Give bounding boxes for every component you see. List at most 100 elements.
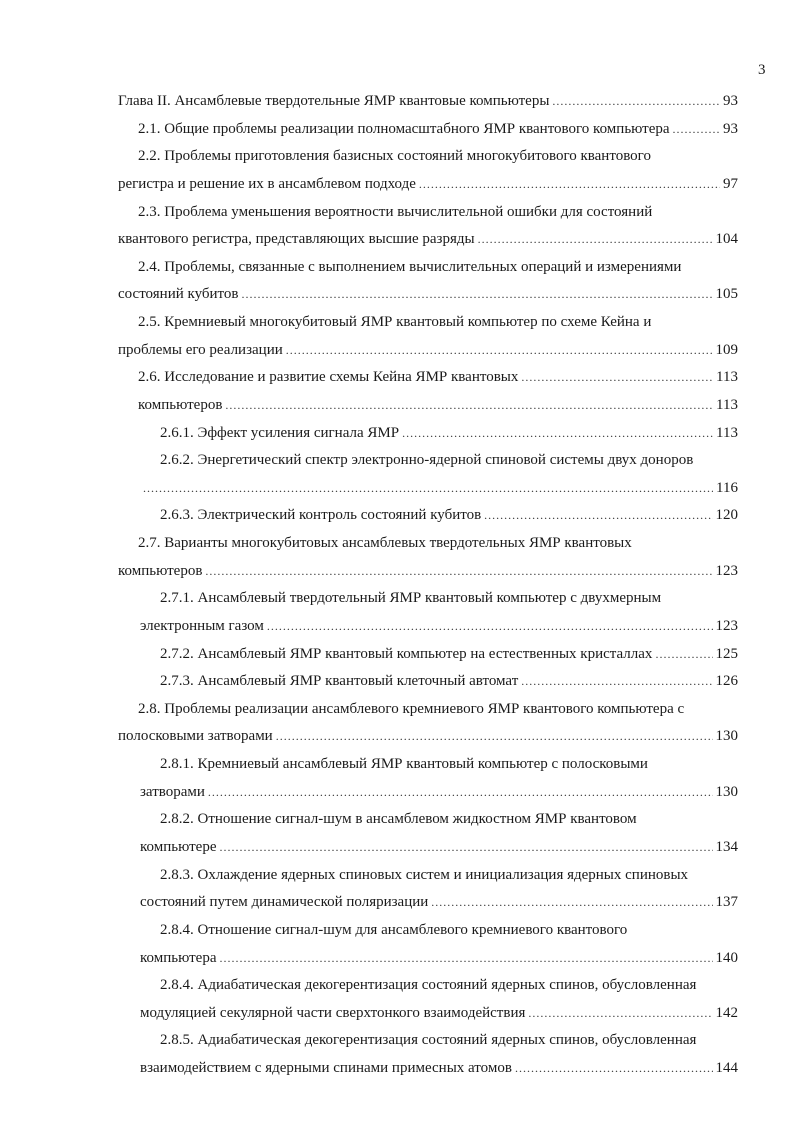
toc-line: 2.7.2. Ансамблевый ЯМР квантовый компьют… [160,646,738,666]
toc-entry-text: 2.6.1. Эффект усиления сигнала ЯМР [160,424,400,441]
toc-line: 2.8. Проблемы реализации ансамблевого кр… [138,701,738,721]
dot-leader [208,785,713,800]
toc-entry-text: регистра и решение их в ансамблевом подх… [118,175,416,192]
dot-leader [276,729,713,744]
toc-page-number: 116 [716,479,738,496]
toc-page-number: 93 [723,120,738,137]
toc-page-number: 125 [715,645,739,662]
toc-entry-text: полосковыми затворами [118,728,273,745]
dot-leader [521,370,713,385]
toc-line: 2.5. Кремниевый многокубитовый ЯМР квант… [138,314,738,334]
toc-page-number: 93 [723,93,738,109]
toc-entry-text: проблемы его реализации [118,341,283,358]
dot-leader [205,564,712,579]
toc-line: компьютера 140 [140,950,738,970]
dot-leader [528,1006,712,1021]
toc-line: 2.6.2. Энергетический спектр электронно-… [160,452,738,472]
dot-leader [431,895,712,910]
toc-page-number: 123 [715,562,739,579]
toc-page-number: 113 [716,369,738,386]
toc-line: 2.8.1. Кремниевый ансамблевый ЯМР кванто… [160,756,738,776]
toc-entry-text: 2.8.4. Отношение сигнал-шум для ансамбле… [160,921,628,938]
toc-entry-text: взаимодействием с ядерными спинами приме… [140,1060,512,1077]
toc-line: 2.8.2. Отношение сигнал-шум в ансамблево… [160,811,738,831]
toc-entry-text: Глава II. Ансамблевые твердотельные ЯМР … [118,93,550,109]
toc-line: квантового регистра, представляющих высш… [118,231,738,251]
toc-line: 2.7.1. Ансамблевый твердотельный ЯМР ква… [160,590,738,610]
toc-entry-text: 2.6. Исследование и развитие схемы Кейна… [138,369,519,386]
toc-entry-text: 2.7.2. Ансамблевый ЯМР квантовый компьют… [160,645,653,662]
toc-entry-text: 2.8.5. Адиабатическая декогерентизация с… [160,1032,697,1049]
dot-leader [286,343,713,358]
toc-page-number: 109 [715,341,739,358]
toc-line: 116 [140,480,738,500]
toc-entry-text: компьютера [140,949,217,966]
toc-entry-text: 2.7.3. Ансамблевый ЯМР квантовый клеточн… [160,673,519,690]
toc-entry-text: 2.8.2. Отношение сигнал-шум в ансамблево… [160,811,637,828]
toc-line: 2.7. Варианты многокубитовых ансамблевых… [138,535,738,555]
page-number: 3 [758,62,766,78]
toc-page-number: 113 [716,424,738,441]
toc-entry-text: 2.2. Проблемы приготовления базисных сос… [138,148,651,165]
toc-line: Глава II. Ансамблевые твердотельные ЯМР … [118,93,738,113]
dot-leader [655,647,712,662]
toc-entry-text: электронным газом [140,617,264,634]
toc-line: 2.2. Проблемы приготовления базисных сос… [138,148,738,168]
dot-leader [219,951,712,966]
toc-page-number: 142 [715,1004,739,1021]
toc-entry-text: 2.4. Проблемы, связанные с выполнением в… [138,258,682,275]
toc-entry-text: квантового регистра, представляющих высш… [118,231,475,248]
toc-line: 2.8.4. Отношение сигнал-шум для ансамбле… [160,922,738,942]
toc-line: 2.8.4. Адиабатическая декогерентизация с… [160,977,738,997]
toc-entry-text: 2.8.4. Адиабатическая декогерентизация с… [160,977,697,994]
toc-entry-text: 2.8. Проблемы реализации ансамблевого кр… [138,700,685,717]
toc-line: затворами 130 [140,784,738,804]
toc-page-number: 123 [715,617,739,634]
toc-entry-text: компьютеров [118,562,203,579]
toc-line: компьютеров 123 [118,563,738,583]
toc-entry-text: 2.7. Варианты многокубитовых ансамблевых… [138,535,632,552]
dot-leader [521,674,712,689]
toc-line: полосковыми затворами 130 [118,728,738,748]
toc-page-number: 134 [715,839,739,855]
dot-leader [419,177,720,192]
dot-leader [219,840,712,855]
toc-page-number: 126 [715,673,739,690]
toc-line: 2.8.5. Адиабатическая декогерентизация с… [160,1032,738,1052]
toc-line: состояний кубитов 105 [118,286,738,306]
toc-entry-text: затворами [140,783,205,800]
dot-leader [267,619,713,634]
toc-line: 2.3. Проблема уменьшения вероятности выч… [138,204,738,224]
toc-entry-text: состояний путем динамической поляризации [140,894,429,911]
toc-line: 2.6.1. Эффект усиления сигнала ЯМР 113 [160,425,738,445]
toc-entry-text: 2.5. Кремниевый многокубитовый ЯМР квант… [138,314,652,331]
toc-entry-text: 2.6.3. Электрический контроль состояний … [160,507,482,524]
toc-page-number: 130 [715,728,739,745]
toc-line: 2.4. Проблемы, связанные с выполнением в… [138,259,738,279]
toc-page-number: 113 [716,396,738,413]
toc-page-number: 130 [715,783,739,800]
toc-entry-text: 2.8.1. Кремниевый ансамблевый ЯМР кванто… [160,756,648,773]
toc-line: 2.7.3. Ансамблевый ЯМР квантовый клеточн… [160,673,738,693]
toc-entry-text: состояний кубитов [118,286,239,303]
toc-entry-text: компьютере [140,839,217,855]
toc-entry-text: 2.6.2. Энергетический спектр электронно-… [160,452,694,469]
toc-line: модуляцией секулярной части сверхтонкого… [140,1005,738,1025]
toc-line: проблемы его реализации 109 [118,342,738,362]
toc-line: электронным газом 123 [140,618,738,638]
toc-page-number: 104 [715,231,739,248]
dot-leader [478,232,713,247]
toc-entry-text: 2.7.1. Ансамблевый твердотельный ЯМР ква… [160,590,662,607]
toc-page-number: 140 [715,949,739,966]
dot-leader [241,287,712,302]
toc-entry-text: 2.8.3. Охлаждение ядерных спиновых систе… [160,866,689,883]
toc-page-number: 105 [715,286,739,303]
toc-line: 2.8.3. Охлаждение ядерных спиновых систе… [160,867,738,887]
dot-leader [552,94,720,109]
toc-entry-text: 2.3. Проблема уменьшения вероятности выч… [138,203,653,220]
dot-leader [484,508,712,523]
dot-leader [225,398,713,413]
dot-leader [402,426,713,441]
toc-line: регистра и решение их в ансамблевом подх… [118,176,738,196]
toc-line: 2.6.3. Электрический контроль состояний … [160,507,738,527]
